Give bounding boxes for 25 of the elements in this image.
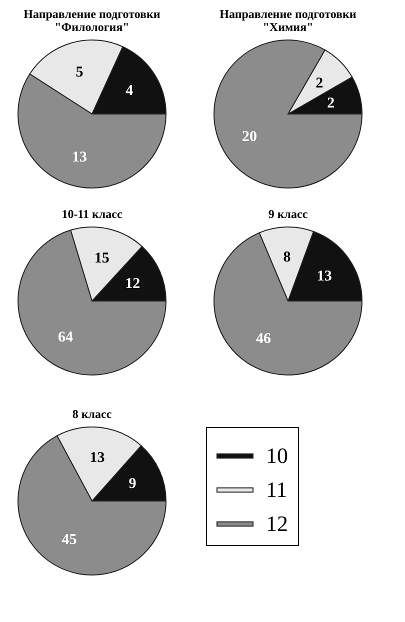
chart-title: Направление подготовки "Филология" bbox=[24, 7, 160, 34]
data-label: 8 bbox=[283, 250, 291, 266]
chart-title: 10-11 класс bbox=[62, 207, 123, 221]
legend-label: 10 bbox=[266, 443, 288, 468]
legend-label: 11 bbox=[266, 477, 288, 502]
data-label: 2 bbox=[316, 76, 324, 92]
legend-label: 12 bbox=[266, 511, 288, 536]
chart-title: Направление подготовки "Химия" bbox=[220, 7, 356, 34]
data-label: 4 bbox=[126, 82, 134, 99]
data-label: 13 bbox=[72, 150, 87, 166]
data-label: 2 bbox=[327, 96, 335, 112]
chart-title: 8 класс bbox=[72, 407, 112, 421]
pie-slice bbox=[214, 40, 362, 188]
pie-slice bbox=[18, 230, 166, 376]
data-label: 20 bbox=[242, 129, 258, 146]
chart-title: 9 класс bbox=[268, 207, 308, 221]
data-label: 64 bbox=[58, 330, 74, 346]
data-label: 9 bbox=[128, 476, 136, 492]
data-label: 12 bbox=[125, 276, 140, 292]
data-label: 13 bbox=[90, 450, 105, 466]
data-label: 15 bbox=[94, 250, 110, 267]
data-label: 45 bbox=[62, 532, 77, 548]
data-label: 5 bbox=[76, 64, 84, 80]
data-label: 46 bbox=[256, 330, 272, 347]
data-label: 13 bbox=[316, 268, 332, 285]
